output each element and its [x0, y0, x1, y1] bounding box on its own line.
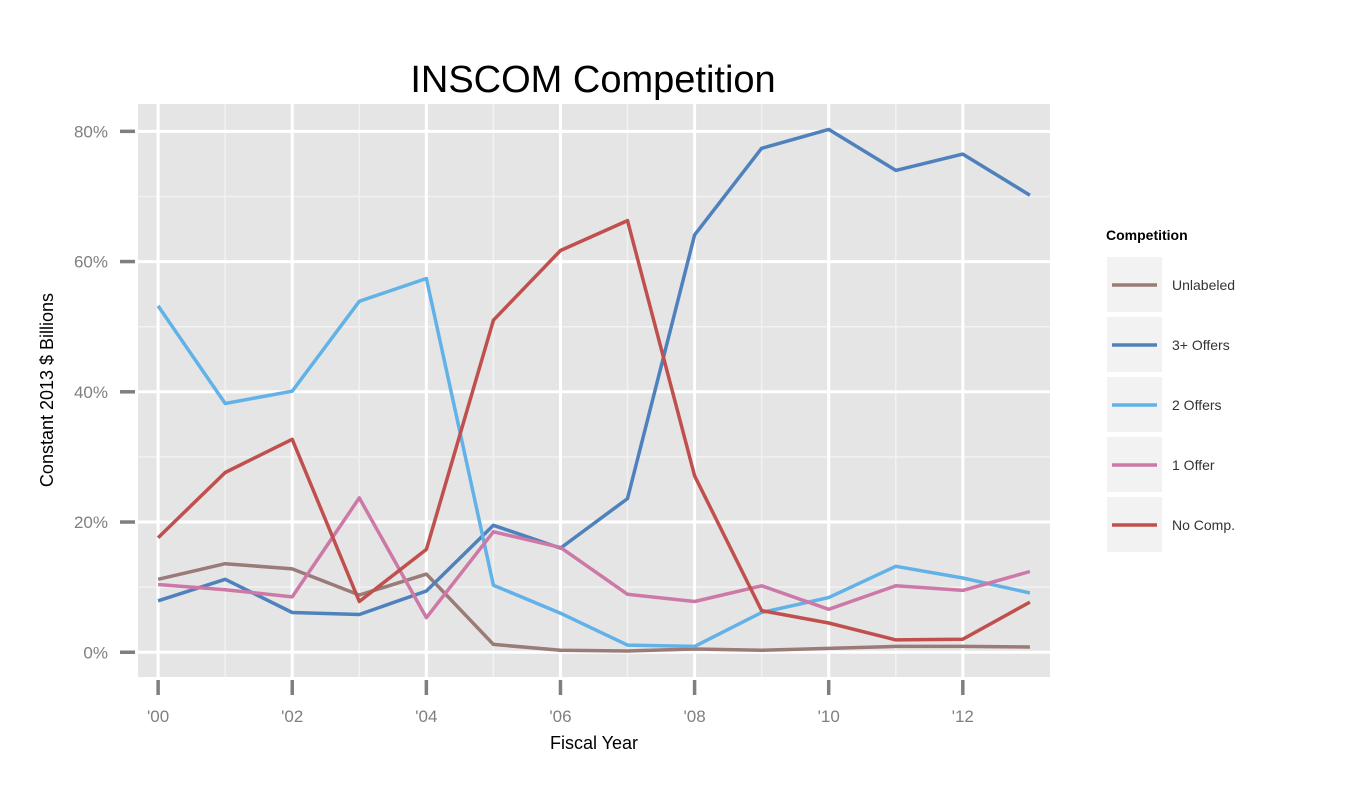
y-tick-label: 40% — [74, 383, 108, 402]
legend-label: Unlabeled — [1172, 277, 1235, 293]
y-axis: 0% 20% 40% 60% 80% — [74, 122, 135, 662]
y-tick-label: 80% — [74, 122, 108, 141]
series-line-2-offers — [156, 276, 1031, 649]
y-tick-label: 20% — [74, 513, 108, 532]
x-tick-label: '08 — [684, 707, 706, 726]
series-line-1-offer — [157, 496, 1031, 620]
legend-item-no-comp: No Comp. — [1107, 497, 1235, 552]
x-axis-label: Fiscal Year — [550, 733, 638, 753]
x-axis: '00 '02 '04 '06 '08 '10 '12 — [147, 680, 974, 726]
x-tick-label: '06 — [549, 707, 571, 726]
series-line-no-comp — [156, 218, 1031, 642]
legend-title: Competition — [1106, 227, 1188, 243]
legend-item-unlabeled: Unlabeled — [1107, 257, 1235, 312]
y-tick-label: 60% — [74, 253, 108, 272]
x-tick-label: '12 — [952, 707, 974, 726]
x-tick-label: '10 — [818, 707, 840, 726]
legend-item-2-offers: 2 Offers — [1107, 377, 1222, 432]
chart-title: INSCOM Competition — [410, 59, 775, 101]
y-axis-label: Constant 2013 $ Billions — [37, 293, 57, 487]
legend: Competition Unlabeled 3+ Offers 2 Offers 1 … — [1106, 227, 1235, 552]
x-tick-label: '02 — [281, 707, 303, 726]
series-line-unlabeled — [157, 561, 1030, 653]
legend-label: 2 Offers — [1172, 397, 1222, 413]
series-lines — [156, 127, 1031, 653]
legend-label: No Comp. — [1172, 517, 1235, 533]
y-tick-label: 0% — [83, 643, 108, 662]
x-tick-label: '04 — [415, 707, 437, 726]
x-tick-label: '00 — [147, 707, 169, 726]
legend-label: 1 Offer — [1172, 457, 1215, 473]
legend-item-1-offer: 1 Offer — [1107, 437, 1215, 492]
legend-item-3-offers: 3+ Offers — [1107, 317, 1230, 372]
series-line-3-offers — [157, 127, 1031, 617]
legend-label: 3+ Offers — [1172, 337, 1230, 353]
